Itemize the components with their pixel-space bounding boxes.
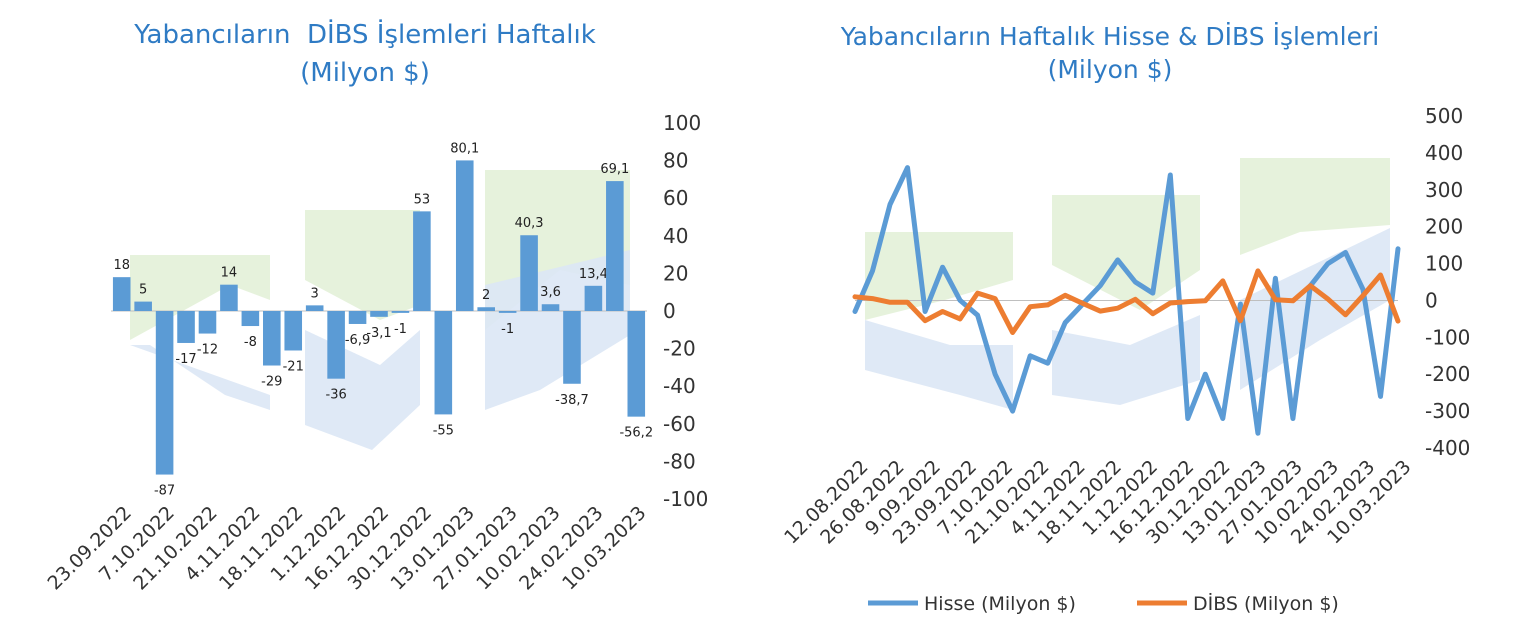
right-y-tick-label: 400 xyxy=(1425,141,1463,165)
right-chart-subtitle: (Milyon $) xyxy=(1047,55,1173,84)
bar-data-label: -1 xyxy=(501,322,514,337)
left-y-tick-label: -60 xyxy=(663,412,696,436)
left-watermark-green-arrow-2 xyxy=(305,210,420,320)
bar xyxy=(241,311,260,327)
bar-data-label: 69,1 xyxy=(600,162,629,177)
bar-data-label: -38,7 xyxy=(555,393,589,408)
bar-data-label: -1 xyxy=(394,322,407,337)
bar-data-label: -6,9 xyxy=(345,333,370,348)
bar xyxy=(370,311,388,317)
bar xyxy=(220,284,238,311)
bar xyxy=(498,311,517,313)
bar-data-label: -21 xyxy=(283,359,304,374)
bar xyxy=(455,160,474,311)
bar xyxy=(263,311,281,366)
bar-data-label: 80,1 xyxy=(450,141,479,156)
left-y-tick-label: 100 xyxy=(663,111,701,135)
left-chart-title: Yabancıların DİBS İşlemleri Haftalık (Mi… xyxy=(20,16,710,92)
right-watermark-blue-arrow xyxy=(865,320,1013,410)
bar xyxy=(563,311,581,384)
left-y-tick-label: 0 xyxy=(663,299,676,323)
bar-data-label: -56,2 xyxy=(619,426,653,441)
left-y-tick-label: -100 xyxy=(663,487,708,511)
right-y-tick-label: 0 xyxy=(1425,288,1438,312)
right-y-tick-label: -300 xyxy=(1425,399,1470,423)
bar xyxy=(477,307,495,311)
left-y-tick-label: 60 xyxy=(663,186,688,210)
bar-data-label: 3,6 xyxy=(540,285,561,300)
bar-data-label: 13,4 xyxy=(579,267,608,282)
bar-data-label: -29 xyxy=(261,375,282,390)
left-watermark-blue-arrow-2 xyxy=(305,330,420,450)
right-y-tick-label: 200 xyxy=(1425,215,1463,239)
bar xyxy=(155,311,174,475)
bar xyxy=(134,301,152,311)
legend-label-dibs: DİBS (Milyon $) xyxy=(1193,592,1339,615)
dibs-series-line xyxy=(852,268,1401,335)
bar-data-label: 40,3 xyxy=(515,216,544,231)
bar-data-label: 5 xyxy=(139,283,147,298)
bar xyxy=(348,311,367,324)
right-y-tick-label: -200 xyxy=(1425,362,1470,386)
bar xyxy=(606,181,624,311)
bar-data-label: 3 xyxy=(311,286,319,301)
bar-data-label: 53 xyxy=(414,192,431,207)
bar xyxy=(541,304,560,311)
bar xyxy=(391,311,410,313)
bar-data-label: -87 xyxy=(154,484,175,499)
left-chart-subtitle: (Milyon $) xyxy=(300,58,430,88)
left-watermark xyxy=(130,170,630,450)
bar-data-label: -12 xyxy=(197,343,218,358)
bar xyxy=(520,235,538,311)
hisse-series-line xyxy=(852,165,1401,436)
left-chart-title-main: Yabancıların DİBS İşlemleri Haftalık xyxy=(134,20,596,50)
right-watermark-blue-arrow-2 xyxy=(1052,315,1200,405)
right-y-tick-label: 300 xyxy=(1425,178,1463,202)
bar-data-label: 14 xyxy=(221,266,238,281)
right-y-tick-label: -400 xyxy=(1425,436,1470,460)
left-y-tick-label: 80 xyxy=(663,149,688,173)
left-y-tick-label: -20 xyxy=(663,337,696,361)
left-y-tick-label: -40 xyxy=(663,374,696,398)
bar-data-label: 2 xyxy=(482,288,490,303)
left-y-tick-label: -80 xyxy=(663,449,696,473)
bar-data-label: -36 xyxy=(326,388,347,403)
bar-data-label: -3,1 xyxy=(366,326,391,341)
right-y-tick-label: 500 xyxy=(1425,104,1463,128)
bar xyxy=(584,285,603,311)
bar-data-label: 18 xyxy=(113,258,130,273)
bar xyxy=(434,311,453,415)
bar-data-label: -17 xyxy=(175,352,196,367)
right-chart-title-main: Yabancıların Haftalık Hisse & DİBS İşlem… xyxy=(840,22,1380,51)
right-y-tick-label: -100 xyxy=(1425,325,1470,349)
left-y-tick-label: 40 xyxy=(663,224,688,248)
left-watermark-blue-arrow xyxy=(130,345,270,410)
bar xyxy=(305,305,324,311)
bar xyxy=(627,311,646,417)
left-y-tick-label: 20 xyxy=(663,261,688,285)
bar xyxy=(327,311,345,379)
right-watermark-green-arrow-3 xyxy=(1240,158,1390,255)
bar xyxy=(198,311,217,334)
bar xyxy=(284,311,303,351)
bar xyxy=(413,211,431,311)
right-chart-title: Yabancıların Haftalık Hisse & DİBS İşlem… xyxy=(780,20,1440,86)
bar-data-label: -8 xyxy=(244,335,257,350)
bar-data-label: -55 xyxy=(433,423,454,438)
left-bar-chart: 100806040200-20-40-60-80-100185-87-17-12… xyxy=(43,111,708,594)
bar xyxy=(177,311,195,343)
legend-label-hisse: Hisse (Milyon $) xyxy=(924,593,1076,615)
right-y-tick-label: 100 xyxy=(1425,252,1463,276)
bar xyxy=(112,277,131,311)
right-chart-legend: Hisse (Milyon $) DİBS (Milyon $) xyxy=(868,592,1339,615)
